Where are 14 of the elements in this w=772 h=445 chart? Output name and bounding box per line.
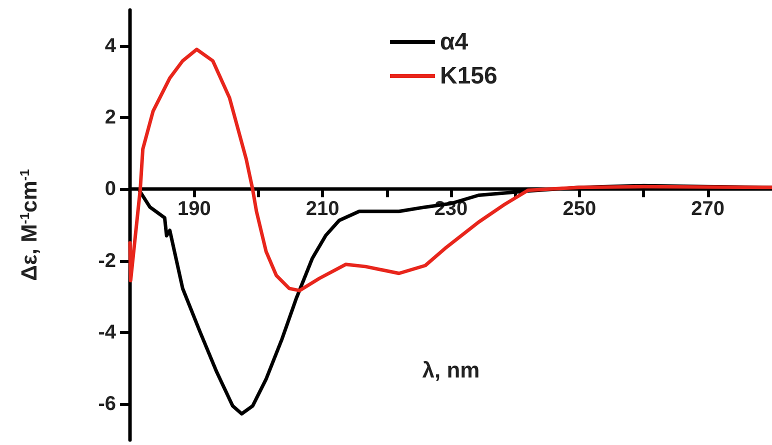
y-tick-label: 2 [104,106,116,128]
y-tick-label: -2 [98,250,116,272]
legend-label: α4 [440,28,469,56]
y-tick-label: 4 [104,34,117,57]
y-tick-label: 0 [104,178,116,200]
y-tick-label: -4 [98,322,117,344]
legend-label: K156 [440,62,498,90]
x-tick-label: 270 [691,198,724,220]
x-tick-label: 250 [562,198,596,220]
x-tick-label: 210 [306,198,340,220]
x-axis-title: λ, nm [422,358,480,383]
y-axis-title: Δε, M-1cm-1 [16,169,42,281]
y-tick-label: -6 [98,393,116,416]
x-tick-label: 190 [178,198,211,220]
